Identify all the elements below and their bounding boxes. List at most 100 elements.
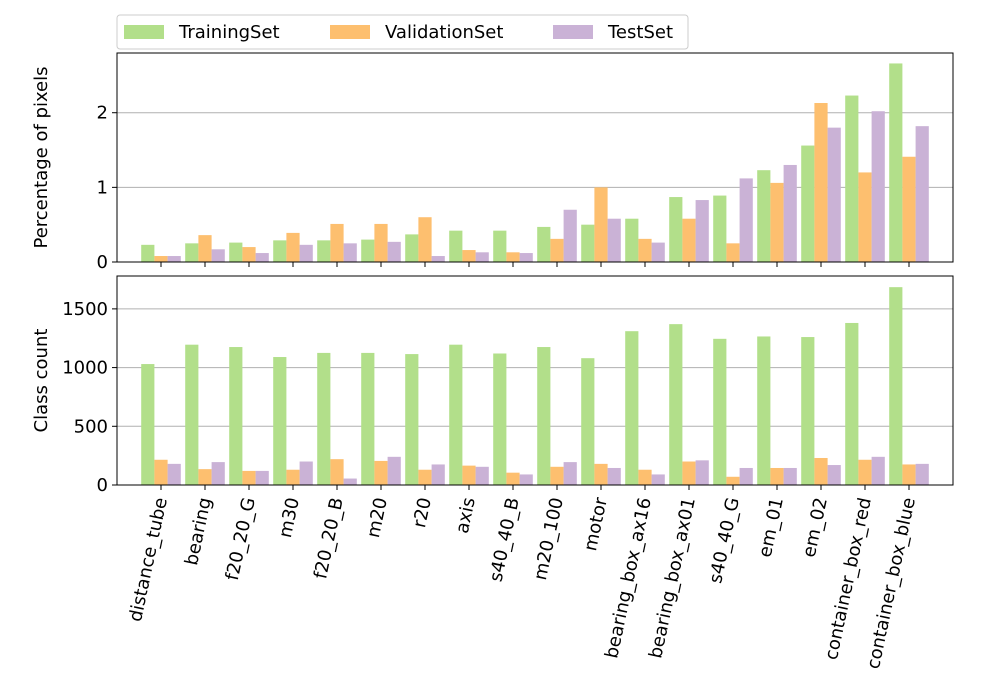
bar-validationset-axis xyxy=(462,250,476,262)
y-tick-label: 1 xyxy=(97,177,108,198)
bar-validationset-s40-40-g xyxy=(726,476,740,485)
bar-validationset-bearing-box-ax01 xyxy=(682,218,696,262)
bar-testset-f20-20-b xyxy=(343,243,357,262)
bar-trainingset-container-box-blue xyxy=(889,63,903,263)
y-tick-label: 500 xyxy=(74,416,108,437)
bar-trainingset-m30 xyxy=(273,240,287,262)
bar-testset-m30 xyxy=(299,244,313,262)
bar-testset-container-box-red xyxy=(871,456,885,485)
bar-trainingset-em-01 xyxy=(757,336,771,485)
bar-testset-f20-20-g xyxy=(255,253,269,262)
bar-validationset-bearing-box-ax16 xyxy=(638,238,652,262)
bar-testset-container-box-red xyxy=(871,111,885,262)
legend-swatch-testset xyxy=(553,25,593,39)
x-tick-labels: distance_tube bearing f20_20_G m30 f20_20_B m… xyxy=(125,495,920,671)
bar-validationset-s40-40-b xyxy=(506,252,520,262)
bar-trainingset-r20 xyxy=(405,234,419,262)
bar-testset-bearing xyxy=(211,249,225,262)
bar-trainingset-bearing xyxy=(185,243,199,262)
bar-validationset-m20-100 xyxy=(550,238,564,262)
bar-trainingset-bearing xyxy=(185,344,199,485)
bar-testset-distance-tube xyxy=(167,463,181,485)
bar-testset-m20-100 xyxy=(563,209,577,262)
bar-trainingset-distance-tube xyxy=(141,244,155,262)
x-tick-label-distance-tube: distance_tube xyxy=(125,496,172,624)
bar-trainingset-s40-40-g xyxy=(713,338,727,485)
x-tick-label-container-box-red: container_box_red xyxy=(821,496,876,662)
x-tick-label-axis: axis xyxy=(452,496,480,536)
bar-testset-motor xyxy=(607,218,621,262)
bar-validationset-container-box-blue xyxy=(902,156,916,262)
bar-validationset-distance-tube xyxy=(154,459,168,485)
bar-testset-s40-40-g xyxy=(739,178,753,262)
y-axis-label: Class count xyxy=(31,329,52,433)
x-tick-label-m20: m20 xyxy=(363,496,392,540)
bar-testset-s40-40-b xyxy=(519,253,533,262)
bar-trainingset-f20-20-g xyxy=(229,347,243,485)
bar-testset-em-01 xyxy=(783,467,797,485)
bar-testset-bearing-box-ax01 xyxy=(695,460,709,485)
legend-swatch-trainingset xyxy=(124,25,164,39)
bar-testset-em-01 xyxy=(783,164,797,262)
bar-testset-bearing-box-ax16 xyxy=(651,474,665,485)
bar-trainingset-m30 xyxy=(273,357,287,485)
bar-trainingset-bearing-box-ax16 xyxy=(625,218,639,262)
bar-trainingset-container-box-red xyxy=(845,95,859,263)
bar-validationset-em-01 xyxy=(770,467,784,485)
bar-trainingset-s40-40-b xyxy=(493,353,507,485)
bar-validationset-f20-20-b xyxy=(330,459,344,485)
bar-trainingset-motor xyxy=(581,224,595,262)
bar-trainingset-r20 xyxy=(405,354,419,485)
bar-validationset-s40-40-b xyxy=(506,472,520,485)
bar-trainingset-m20 xyxy=(361,239,375,262)
bar-testset-motor xyxy=(607,467,621,485)
bar-testset-f20-20-b xyxy=(343,478,357,485)
bar-trainingset-f20-20-b xyxy=(317,240,331,262)
bar-validationset-distance-tube xyxy=(154,256,168,262)
bar-trainingset-distance-tube xyxy=(141,364,155,485)
bar-trainingset-f20-20-g xyxy=(229,242,243,262)
bar-trainingset-f20-20-b xyxy=(317,352,331,485)
bar-trainingset-bearing-box-ax01 xyxy=(669,197,683,262)
bar-testset-f20-20-g xyxy=(255,470,269,485)
y-axis-label: Percentage of pixels xyxy=(31,66,52,248)
x-tick-label-em-01: em_01 xyxy=(755,496,788,560)
x-tick-label-bearing: bearing xyxy=(181,496,216,568)
bar-trainingset-axis xyxy=(449,344,463,485)
bar-testset-m30 xyxy=(299,461,313,485)
plot-frame xyxy=(116,52,954,263)
x-tick-label-m30: m30 xyxy=(275,496,304,540)
legend-label-trainingset: TrainingSet xyxy=(178,22,280,43)
bar-validationset-container-box-red xyxy=(858,459,872,485)
y-tick-label: 0 xyxy=(97,252,108,273)
bar-validationset-bearing xyxy=(198,235,212,262)
x-tick-label-f20-20-g: f20_20_G xyxy=(222,496,260,583)
x-tick-label-m20-100: m20_100 xyxy=(530,496,568,582)
x-tick-label-bearing-box-ax01: bearing_box_ax01 xyxy=(645,496,700,661)
bar-testset-distance-tube xyxy=(167,256,181,262)
bar-validationset-m30 xyxy=(286,469,300,485)
class-count-panel: 0 500 1000 1500 Class count xyxy=(31,275,954,496)
bar-validationset-m20 xyxy=(374,223,388,262)
x-tick-label-s40-40-g: s40_40_G xyxy=(705,496,744,586)
bar-testset-r20 xyxy=(431,256,445,262)
y-tick-label: 2 xyxy=(97,103,108,124)
plot-frame xyxy=(116,275,954,486)
x-tick-label-s40-40-b: s40_40_B xyxy=(486,496,524,584)
bar-trainingset-m20 xyxy=(361,352,375,485)
bar-testset-axis xyxy=(475,252,489,262)
bar-validationset-f20-20-b xyxy=(330,223,344,262)
x-tick-label-bearing-box-ax16: bearing_box_ax16 xyxy=(601,496,656,661)
bar-testset-m20 xyxy=(387,456,401,485)
bar-testset-m20 xyxy=(387,241,401,262)
bar-validationset-bearing-box-ax01 xyxy=(682,461,696,485)
bar-trainingset-container-box-red xyxy=(845,322,859,485)
bar-validationset-f20-20-g xyxy=(242,470,256,485)
bar-validationset-em-02 xyxy=(814,103,828,262)
bar-testset-bearing xyxy=(211,462,225,485)
bar-validationset-container-box-blue xyxy=(902,464,916,485)
pixel-percentage-panel: 0 1 2 Percentage of pixels xyxy=(31,52,954,273)
bar-validationset-em-01 xyxy=(770,182,784,262)
bar-validationset-container-box-red xyxy=(858,172,872,262)
